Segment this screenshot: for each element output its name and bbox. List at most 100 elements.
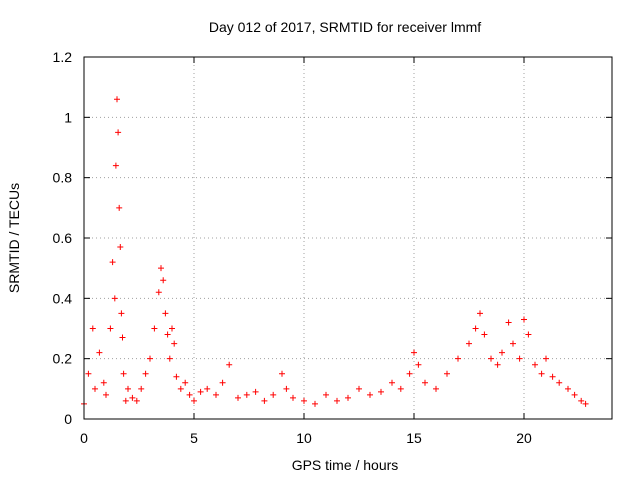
data-point	[112, 162, 119, 169]
y-tick-label: 1	[64, 109, 72, 125]
axis-ticks: 0 5 10 15 20 0 0.2 0.4 0.6 0.8 1 1.2	[53, 49, 612, 446]
data-point	[114, 96, 120, 103]
y-tick-label: 0	[64, 411, 72, 427]
data-point	[120, 370, 127, 377]
data-point	[138, 385, 145, 392]
data-point	[147, 355, 153, 362]
data-point	[204, 385, 211, 392]
data-point	[109, 259, 116, 266]
data-point	[455, 355, 461, 362]
data-point	[133, 397, 140, 404]
data-point	[116, 204, 123, 211]
data-point	[243, 391, 250, 398]
data-point	[118, 310, 125, 317]
data-point	[578, 397, 585, 404]
grid	[84, 57, 612, 419]
data-point	[499, 349, 505, 356]
data-point	[334, 397, 340, 404]
series-srmtid	[81, 96, 589, 407]
data-point	[411, 349, 417, 356]
data-point	[151, 325, 158, 332]
data-point	[226, 361, 233, 368]
data-point	[261, 397, 268, 404]
data-point	[119, 334, 126, 341]
data-point	[521, 316, 527, 323]
data-point	[582, 400, 589, 407]
x-tick-label: 20	[516, 430, 532, 446]
data-point	[85, 370, 92, 377]
data-point	[472, 325, 479, 332]
data-point	[89, 325, 96, 332]
data-point	[488, 355, 494, 362]
data-point	[142, 370, 149, 377]
data-point	[270, 391, 277, 398]
plot-frame	[83, 56, 613, 420]
data-point	[92, 385, 98, 392]
x-tick-label: 10	[296, 430, 312, 446]
data-point	[345, 394, 351, 401]
data-point	[129, 394, 136, 401]
data-point	[283, 385, 290, 392]
data-point	[323, 391, 329, 398]
data-point	[378, 388, 384, 395]
data-point	[532, 361, 538, 368]
data-point	[100, 379, 107, 386]
y-tick-label: 0.6	[53, 230, 73, 246]
data-point	[477, 310, 483, 317]
chart-title: Day 012 of 2017, SRMTID for receiver lmm…	[209, 19, 481, 35]
data-point	[213, 391, 219, 398]
data-point	[186, 391, 193, 398]
y-tick-label: 0.4	[53, 290, 73, 306]
data-point	[164, 331, 171, 338]
data-point	[481, 331, 488, 338]
x-tick-label: 15	[406, 430, 422, 446]
data-point	[169, 325, 175, 332]
data-series	[81, 96, 589, 407]
data-point	[171, 340, 178, 347]
data-point	[166, 355, 173, 362]
data-point	[279, 370, 285, 377]
data-point	[538, 370, 545, 377]
data-point	[312, 400, 318, 407]
data-point	[197, 388, 204, 395]
data-point	[543, 355, 549, 362]
data-point	[397, 385, 404, 392]
data-point	[494, 361, 501, 368]
y-tick-label: 0.2	[53, 351, 73, 367]
y-tick-label: 0.8	[53, 170, 73, 186]
data-point	[565, 385, 571, 392]
data-point	[356, 385, 362, 392]
data-point	[158, 265, 164, 272]
data-point	[191, 397, 197, 404]
data-point	[155, 289, 162, 296]
data-point	[466, 340, 472, 347]
data-point	[389, 379, 395, 386]
data-point	[422, 379, 428, 386]
y-tick-label: 1.2	[53, 49, 73, 65]
data-point	[406, 370, 413, 377]
data-point	[177, 385, 184, 392]
data-point	[115, 129, 122, 136]
data-point	[505, 319, 512, 326]
data-point	[160, 277, 167, 284]
data-point	[301, 397, 307, 404]
y-axis-label: SRMTID / TECUs	[6, 183, 22, 293]
data-point	[525, 331, 532, 338]
data-point	[125, 385, 131, 392]
data-point	[556, 379, 563, 386]
data-point	[96, 349, 103, 356]
data-point	[444, 370, 450, 377]
x-tick-label: 0	[80, 430, 88, 446]
data-point	[162, 310, 169, 317]
data-point	[111, 295, 118, 302]
data-point	[367, 391, 373, 398]
data-point	[117, 244, 124, 251]
data-point	[219, 379, 226, 386]
data-point	[516, 355, 523, 362]
data-point	[433, 385, 439, 392]
x-tick-label: 5	[190, 430, 198, 446]
data-point	[182, 379, 189, 386]
x-axis-label: GPS time / hours	[292, 457, 399, 473]
data-point	[290, 394, 296, 401]
